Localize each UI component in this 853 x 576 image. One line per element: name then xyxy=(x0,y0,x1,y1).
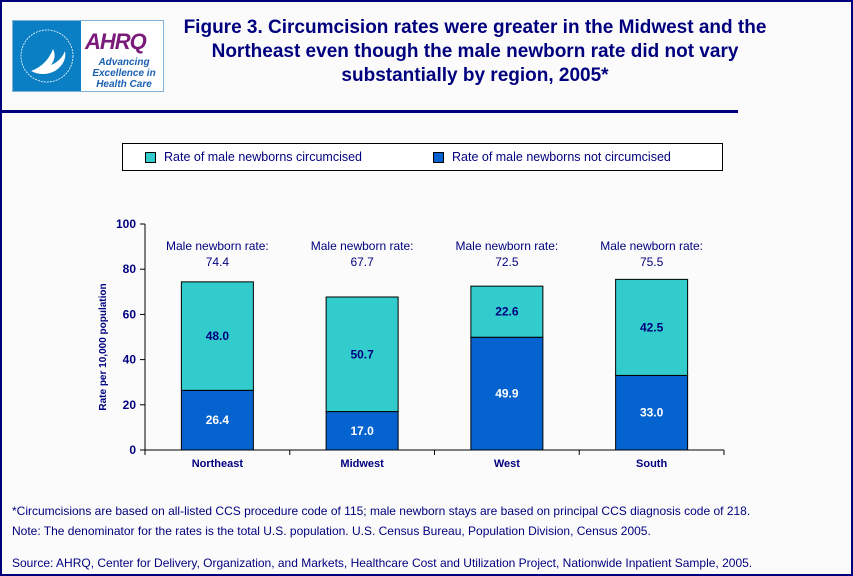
data-label: 50.7 xyxy=(350,347,374,361)
total-annotation-value: 74.4 xyxy=(206,255,230,269)
x-tick-label: West xyxy=(494,458,520,470)
legend-swatch xyxy=(433,151,444,163)
data-label: 42.5 xyxy=(640,320,664,334)
total-annotation-value: 67.7 xyxy=(350,255,374,269)
legend-item-circumcised: Rate of male newborns circumcised xyxy=(145,150,362,164)
hhs-eagle-logo xyxy=(13,21,81,91)
y-axis-label: Rate per 10,000 population xyxy=(98,283,109,410)
legend-label: Rate of male newborns not circumcised xyxy=(452,150,671,164)
footnote-1: *Circumcisions are based on all-listed C… xyxy=(12,504,751,518)
total-annotation-label: Male newborn rate: xyxy=(600,239,703,253)
ahrq-tagline: Advancing Excellence in Health Care xyxy=(92,57,156,90)
bar-segment xyxy=(180,389,254,451)
total-annotation-label: Male newborn rate: xyxy=(456,239,559,253)
data-label: 48.0 xyxy=(206,329,230,343)
chart-legend: Rate of male newborns circumcised Rate o… xyxy=(122,143,723,171)
data-label: 33.0 xyxy=(640,406,664,420)
total-annotation-label: Male newborn rate: xyxy=(166,239,269,253)
bar-segment xyxy=(470,336,544,451)
y-tick-label: 60 xyxy=(123,307,137,321)
title-divider xyxy=(0,110,738,113)
y-tick-label: 20 xyxy=(123,398,137,412)
total-annotation-value: 75.5 xyxy=(640,255,664,269)
data-label: 22.6 xyxy=(495,305,519,319)
figure-title: Figure 3. Circumcision rates were greate… xyxy=(183,17,767,86)
y-tick-label: 0 xyxy=(129,443,136,457)
ahrq-wordmark: AHRQ xyxy=(85,29,147,54)
x-tick-label: Northeast xyxy=(192,458,244,470)
total-annotation-label: Male newborn rate: xyxy=(311,239,414,253)
y-tick-label: 40 xyxy=(123,353,137,367)
data-label: 26.4 xyxy=(206,413,230,427)
data-label: 17.0 xyxy=(350,424,374,438)
data-label: 49.9 xyxy=(495,387,519,401)
bar-segment xyxy=(470,285,544,338)
ahrq-logo: AHRQ Advancing Excellence in Health Care xyxy=(12,20,164,92)
x-tick-label: South xyxy=(636,458,667,470)
bar-segment xyxy=(180,281,254,391)
y-tick-label: 100 xyxy=(116,217,136,231)
x-tick-label: Midwest xyxy=(340,458,384,470)
source-note: Source: AHRQ, Center for Delivery, Organ… xyxy=(12,556,753,570)
total-annotation-value: 72.5 xyxy=(495,255,519,269)
legend-item-not-circumcised: Rate of male newborns not circumcised xyxy=(433,150,671,164)
bar-segment xyxy=(325,296,399,413)
legend-swatch xyxy=(145,151,156,163)
y-tick-label: 80 xyxy=(123,262,137,276)
legend-label: Rate of male newborns circumcised xyxy=(164,150,362,164)
footnote-2: Note: The denominator for the rates is t… xyxy=(12,524,651,538)
bar-segment xyxy=(615,374,689,451)
bar-segment xyxy=(325,411,399,451)
bar-segment xyxy=(615,278,689,376)
